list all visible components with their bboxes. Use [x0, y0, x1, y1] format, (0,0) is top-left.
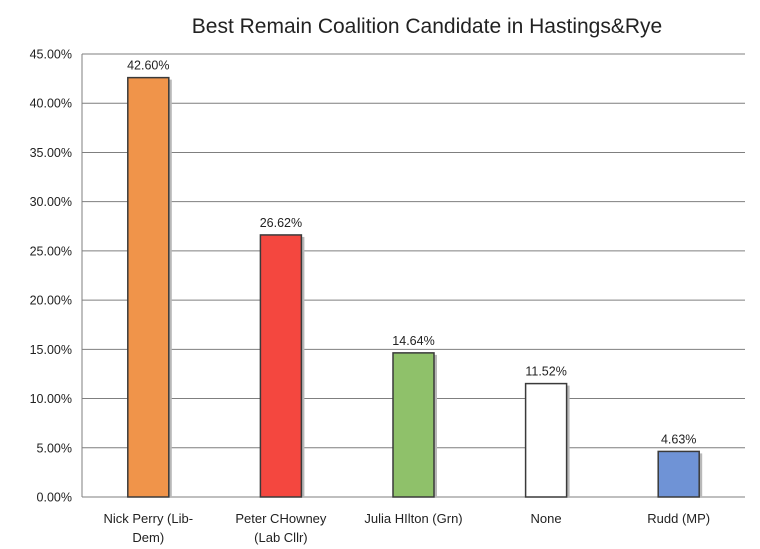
- category-label: None: [531, 511, 562, 526]
- y-tick-label: 45.00%: [30, 48, 72, 62]
- y-tick-label: 10.00%: [30, 392, 72, 406]
- y-tick-label: 35.00%: [30, 146, 72, 160]
- data-label: 14.64%: [392, 334, 434, 348]
- x-axis-category-labels: Nick Perry (Lib-Dem) Peter CHowney (Lab Cl…: [104, 511, 711, 545]
- y-axis-tick-labels: 0.00% 5.00% 10.00% 15.00% 20.00% 25.00% 30.00%…: [30, 48, 72, 505]
- y-tick-label: 30.00%: [30, 195, 72, 209]
- y-tick-label: 0.00%: [37, 491, 72, 505]
- bars: [127, 76, 703, 498]
- bar: [127, 76, 170, 498]
- category-label: Peter CHowney (Lab Cllr): [235, 511, 327, 545]
- category-label: Nick Perry (Lib-Dem): [104, 511, 194, 545]
- category-label: Rudd (MP): [647, 511, 710, 526]
- data-labels: 42.60% 26.62% 14.64% 11.52% 4.63%: [127, 59, 696, 447]
- bar: [259, 234, 303, 498]
- bar: [657, 450, 700, 498]
- bar: [392, 352, 435, 498]
- y-tick-label: 15.00%: [30, 343, 72, 357]
- y-tick-label: 25.00%: [30, 244, 72, 258]
- data-label: 4.63%: [661, 432, 696, 446]
- category-label: Julia HIlton (Grn): [364, 511, 462, 526]
- y-tick-label: 20.00%: [30, 294, 72, 308]
- bar: [524, 382, 568, 498]
- data-label: 42.60%: [127, 59, 169, 73]
- y-tick-label: 40.00%: [30, 97, 72, 111]
- gridlines: [82, 53, 745, 498]
- y-tick-label: 5.00%: [37, 441, 72, 455]
- data-label: 11.52%: [525, 365, 566, 379]
- data-label: 26.62%: [260, 216, 302, 230]
- chart-title: Best Remain Coalition Candidate in Hasti…: [192, 15, 662, 38]
